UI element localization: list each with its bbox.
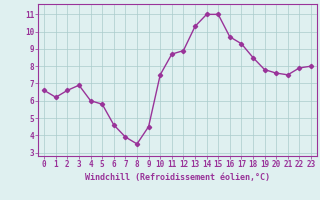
X-axis label: Windchill (Refroidissement éolien,°C): Windchill (Refroidissement éolien,°C) (85, 173, 270, 182)
